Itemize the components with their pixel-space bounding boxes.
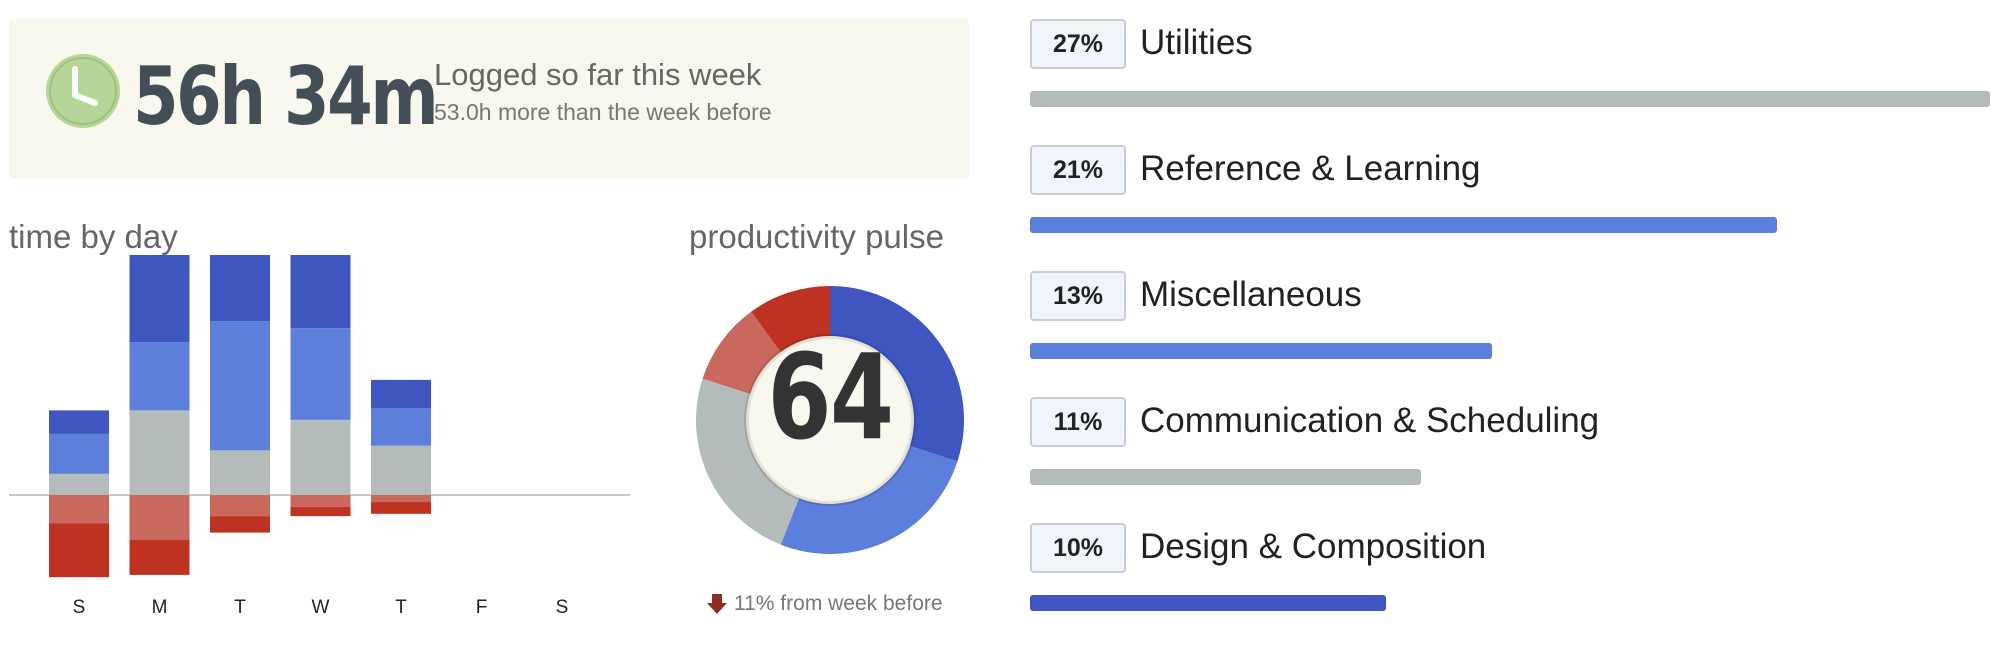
time-by-day-title: time by day xyxy=(9,218,178,255)
productivity-pulse-score: 64 xyxy=(767,328,895,466)
day-label: S xyxy=(73,597,86,618)
bar-very-distracting xyxy=(371,502,431,514)
bar-productive xyxy=(371,408,431,446)
category-percent-badge: 21% xyxy=(1030,145,1126,195)
productivity-pulse-title: productivity pulse xyxy=(689,218,944,255)
bar-very-distracting xyxy=(49,523,109,578)
bar-neutral xyxy=(371,445,431,495)
pulse-slice-very-productive xyxy=(830,286,964,462)
bar-distracting xyxy=(210,495,270,517)
summary-title: Logged so far this week xyxy=(434,57,762,92)
bar-neutral xyxy=(49,473,109,495)
day-label: S xyxy=(556,597,569,618)
day-label: T xyxy=(234,597,246,618)
category-bar xyxy=(1030,343,1493,359)
bar-very-distracting xyxy=(290,506,351,517)
category-row[interactable]: 11% Communication & Scheduling xyxy=(1030,397,1990,497)
pulse-slice-neutral xyxy=(696,378,800,545)
category-bar xyxy=(1030,469,1422,485)
bar-productive xyxy=(290,328,351,420)
day-label: F xyxy=(476,597,488,618)
pulse-change: 11% from week before xyxy=(706,592,956,616)
category-name[interactable]: Reference & Learning xyxy=(1140,149,1481,188)
category-name[interactable]: Utilities xyxy=(1140,23,1253,62)
pulse-center xyxy=(747,337,913,503)
bar-productive xyxy=(129,342,190,411)
bar-very-distracting xyxy=(210,516,270,533)
bar-very-productive xyxy=(129,255,190,343)
bar-very-productive xyxy=(49,410,109,434)
weekly-summary-card: 56h 34m Logged so far this week 53.0h mo… xyxy=(9,19,969,179)
bar-very-productive xyxy=(371,379,431,409)
bar-productive xyxy=(210,321,270,451)
bar-neutral xyxy=(129,410,190,495)
day-label: M xyxy=(152,597,168,618)
bar-very-distracting xyxy=(129,539,190,575)
bar-neutral xyxy=(290,419,351,495)
total-time-logged: 56h 34m xyxy=(133,50,439,143)
category-name[interactable]: Miscellaneous xyxy=(1140,275,1362,314)
category-row[interactable]: 27% Utilities xyxy=(1030,19,1990,119)
bar-distracting xyxy=(290,495,351,507)
category-name[interactable]: Design & Composition xyxy=(1140,527,1487,566)
category-percent-badge: 10% xyxy=(1030,523,1126,573)
summary-comparison: 53.0h more than the week before xyxy=(434,99,772,125)
day-label: T xyxy=(395,597,407,618)
bar-distracting xyxy=(371,495,431,503)
bar-distracting xyxy=(49,495,109,524)
category-percent-badge: 13% xyxy=(1030,271,1126,321)
category-percent-badge: 27% xyxy=(1030,19,1126,69)
productivity-pulse-donut xyxy=(696,286,964,554)
bar-very-productive xyxy=(290,255,351,329)
pulse-slice-distracting xyxy=(702,311,781,395)
bar-productive xyxy=(49,433,109,474)
pulse-change-text: 11% from week before xyxy=(734,592,943,615)
pulse-slice-productive xyxy=(780,445,958,554)
category-row[interactable]: 10% Design & Composition xyxy=(1030,523,1990,623)
category-bar xyxy=(1030,217,1777,233)
category-name[interactable]: Communication & Scheduling xyxy=(1140,401,1600,440)
category-bar xyxy=(1030,91,1990,107)
pulse-slice-very-distracting xyxy=(751,286,830,353)
clock-icon xyxy=(46,54,120,128)
category-row[interactable]: 21% Reference & Learning xyxy=(1030,145,1990,245)
category-percent-badge: 11% xyxy=(1030,397,1126,447)
day-label: W xyxy=(312,597,330,618)
arrow-down-icon xyxy=(707,594,727,614)
bar-distracting xyxy=(129,495,190,540)
bar-very-productive xyxy=(210,255,270,322)
category-bar xyxy=(1030,595,1386,611)
category-row[interactable]: 13% Miscellaneous xyxy=(1030,271,1990,371)
bar-neutral xyxy=(210,450,270,495)
